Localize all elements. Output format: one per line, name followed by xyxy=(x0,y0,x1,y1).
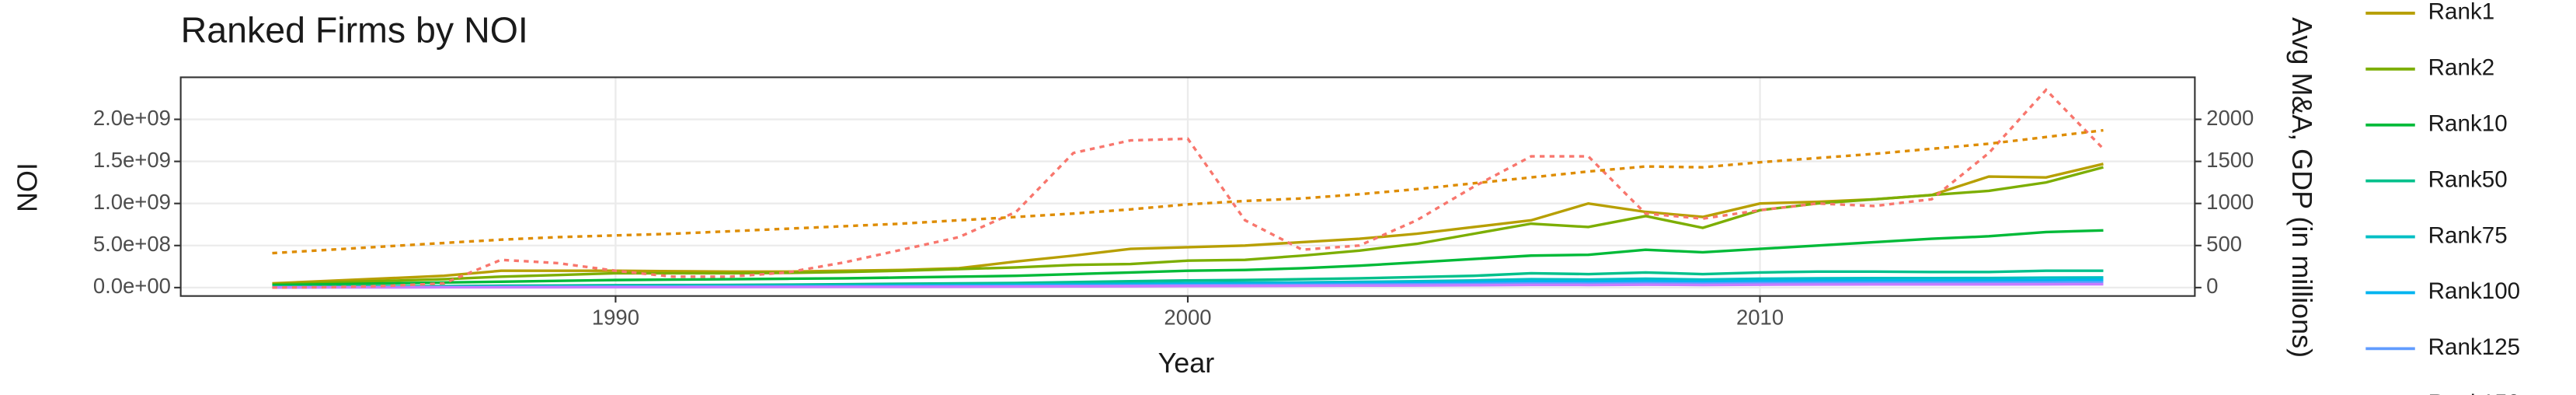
x-tick-label: 1990 xyxy=(592,306,639,330)
legend-label: Rank50 xyxy=(2428,166,2508,192)
series-line xyxy=(272,229,2104,287)
series-line xyxy=(272,282,2104,289)
legend-label: Rank100 xyxy=(2428,278,2520,304)
legend-label: Rank75 xyxy=(2428,222,2508,248)
y2-axis-title: Avg M&A, GDP (in millions) xyxy=(2286,17,2318,358)
y-tick-label: 1.0e+09 xyxy=(93,190,171,214)
y-tick-label: 0.0e+00 xyxy=(93,274,171,298)
y2-tick-label: 0 xyxy=(2206,274,2218,298)
x-axis-title: Year xyxy=(1158,347,1215,379)
series-line xyxy=(272,166,2104,286)
plot-border xyxy=(179,76,2196,297)
x-tick-label: 2000 xyxy=(1164,306,1211,330)
y-tick-label: 5.0e+08 xyxy=(93,232,171,256)
legend-label: Rank125 xyxy=(2428,334,2520,360)
y-axis-title: NOI xyxy=(12,163,44,212)
legend-label: Rank1 xyxy=(2428,0,2495,25)
chart-title: Ranked Firms by NOI xyxy=(181,10,528,51)
y2-tick-label: 500 xyxy=(2206,232,2242,256)
series-line xyxy=(272,128,2104,255)
y-tick-label: 2.0e+09 xyxy=(93,106,171,130)
legend-label: Rank150 xyxy=(2428,390,2520,395)
x-tick-label: 2010 xyxy=(1736,306,1784,330)
y2-tick-label: 2000 xyxy=(2206,106,2254,130)
y2-tick-label: 1500 xyxy=(2206,148,2254,172)
y-tick-label: 1.5e+09 xyxy=(93,148,171,172)
legend-label: Rank2 xyxy=(2428,55,2495,81)
y2-tick-label: 1000 xyxy=(2206,190,2254,214)
series-line xyxy=(272,163,2104,285)
series-line xyxy=(272,88,2104,289)
legend-label: Rank10 xyxy=(2428,111,2508,137)
